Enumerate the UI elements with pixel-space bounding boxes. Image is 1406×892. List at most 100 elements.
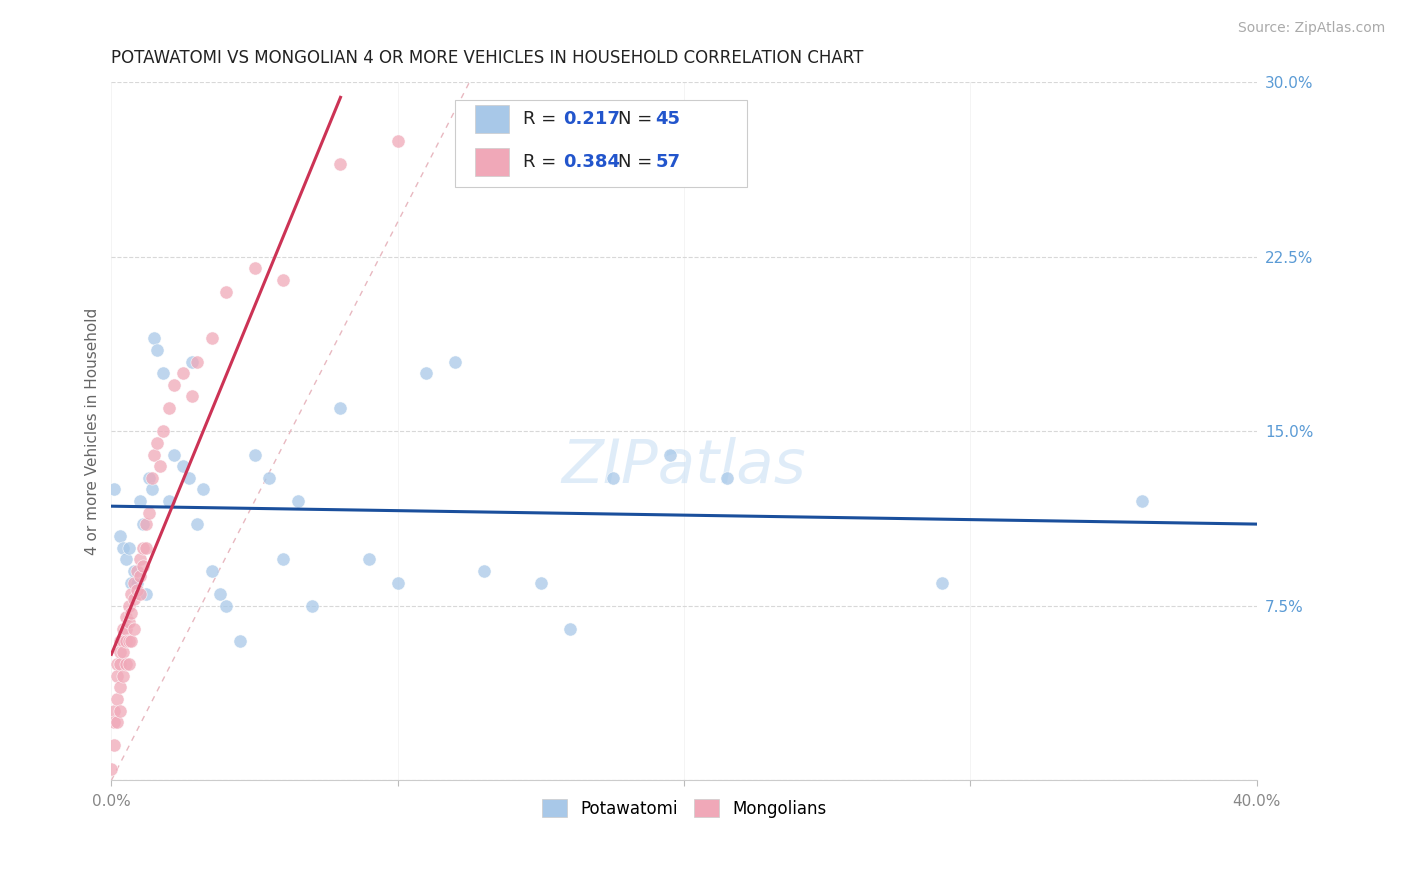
Point xyxy=(387,134,409,148)
Point xyxy=(180,389,202,403)
Point xyxy=(444,354,467,368)
Point xyxy=(117,599,139,613)
Text: 0.217: 0.217 xyxy=(562,110,620,128)
Point xyxy=(186,354,208,368)
Point xyxy=(138,471,160,485)
Point xyxy=(157,494,180,508)
Point xyxy=(558,622,581,636)
Y-axis label: 4 or more Vehicles in Household: 4 or more Vehicles in Household xyxy=(86,308,100,555)
Point xyxy=(215,285,238,299)
Point xyxy=(108,529,131,543)
Point xyxy=(114,622,136,636)
Point xyxy=(117,633,139,648)
Point xyxy=(387,575,409,590)
Point xyxy=(931,575,953,590)
Point xyxy=(359,552,381,566)
Point xyxy=(271,552,294,566)
Point xyxy=(114,552,136,566)
Point xyxy=(120,633,142,648)
Point xyxy=(172,459,194,474)
Point xyxy=(114,633,136,648)
Point xyxy=(146,436,169,450)
Point xyxy=(329,157,352,171)
Point xyxy=(152,425,174,439)
Point xyxy=(132,541,155,555)
Point xyxy=(287,494,309,508)
Point xyxy=(602,471,624,485)
Text: 0.384: 0.384 xyxy=(562,153,620,170)
Point xyxy=(141,483,163,497)
Point xyxy=(117,541,139,555)
Point xyxy=(229,633,252,648)
Point xyxy=(163,448,186,462)
Point xyxy=(143,331,166,345)
Point xyxy=(111,633,134,648)
Point xyxy=(243,448,266,462)
Point xyxy=(105,715,128,730)
Point xyxy=(129,568,152,582)
Point xyxy=(329,401,352,415)
Point xyxy=(138,506,160,520)
Text: 45: 45 xyxy=(655,110,681,128)
Point xyxy=(186,517,208,532)
Point xyxy=(103,704,125,718)
Point xyxy=(163,377,186,392)
Point xyxy=(103,483,125,497)
Point xyxy=(132,517,155,532)
Point xyxy=(129,494,152,508)
Point xyxy=(124,591,146,606)
Point xyxy=(191,483,214,497)
Point xyxy=(172,366,194,380)
Point xyxy=(271,273,294,287)
Point xyxy=(127,582,149,597)
Point xyxy=(135,587,157,601)
Point xyxy=(100,762,122,776)
Point xyxy=(157,401,180,415)
Point xyxy=(215,599,238,613)
Point xyxy=(108,645,131,659)
Point xyxy=(114,610,136,624)
Point xyxy=(117,615,139,629)
Point xyxy=(132,559,155,574)
Point xyxy=(257,471,280,485)
Point xyxy=(108,704,131,718)
Point xyxy=(658,448,681,462)
Point xyxy=(135,517,157,532)
Bar xyxy=(474,105,509,133)
Point xyxy=(201,564,224,578)
Point xyxy=(143,448,166,462)
Point xyxy=(114,657,136,671)
Legend: Potawatomi, Mongolians: Potawatomi, Mongolians xyxy=(534,793,834,824)
Point xyxy=(111,622,134,636)
Point xyxy=(108,633,131,648)
Text: N =: N = xyxy=(617,110,658,128)
Point xyxy=(105,657,128,671)
FancyBboxPatch shape xyxy=(456,100,747,187)
Bar xyxy=(474,148,509,176)
Text: 57: 57 xyxy=(655,153,681,170)
Point xyxy=(120,575,142,590)
Point xyxy=(1130,494,1153,508)
Point xyxy=(127,575,149,590)
Point xyxy=(120,606,142,620)
Point xyxy=(716,471,738,485)
Point xyxy=(149,459,172,474)
Point xyxy=(124,564,146,578)
Point xyxy=(127,564,149,578)
Point xyxy=(201,331,224,345)
Text: R =: R = xyxy=(523,110,561,128)
Point xyxy=(103,715,125,730)
Point xyxy=(108,680,131,694)
Point xyxy=(146,343,169,357)
Point xyxy=(177,471,200,485)
Point xyxy=(124,575,146,590)
Point xyxy=(301,599,323,613)
Text: Source: ZipAtlas.com: Source: ZipAtlas.com xyxy=(1237,21,1385,35)
Text: R =: R = xyxy=(523,153,561,170)
Point xyxy=(117,657,139,671)
Point xyxy=(124,622,146,636)
Point xyxy=(141,471,163,485)
Point xyxy=(152,366,174,380)
Point xyxy=(111,541,134,555)
Point xyxy=(180,354,202,368)
